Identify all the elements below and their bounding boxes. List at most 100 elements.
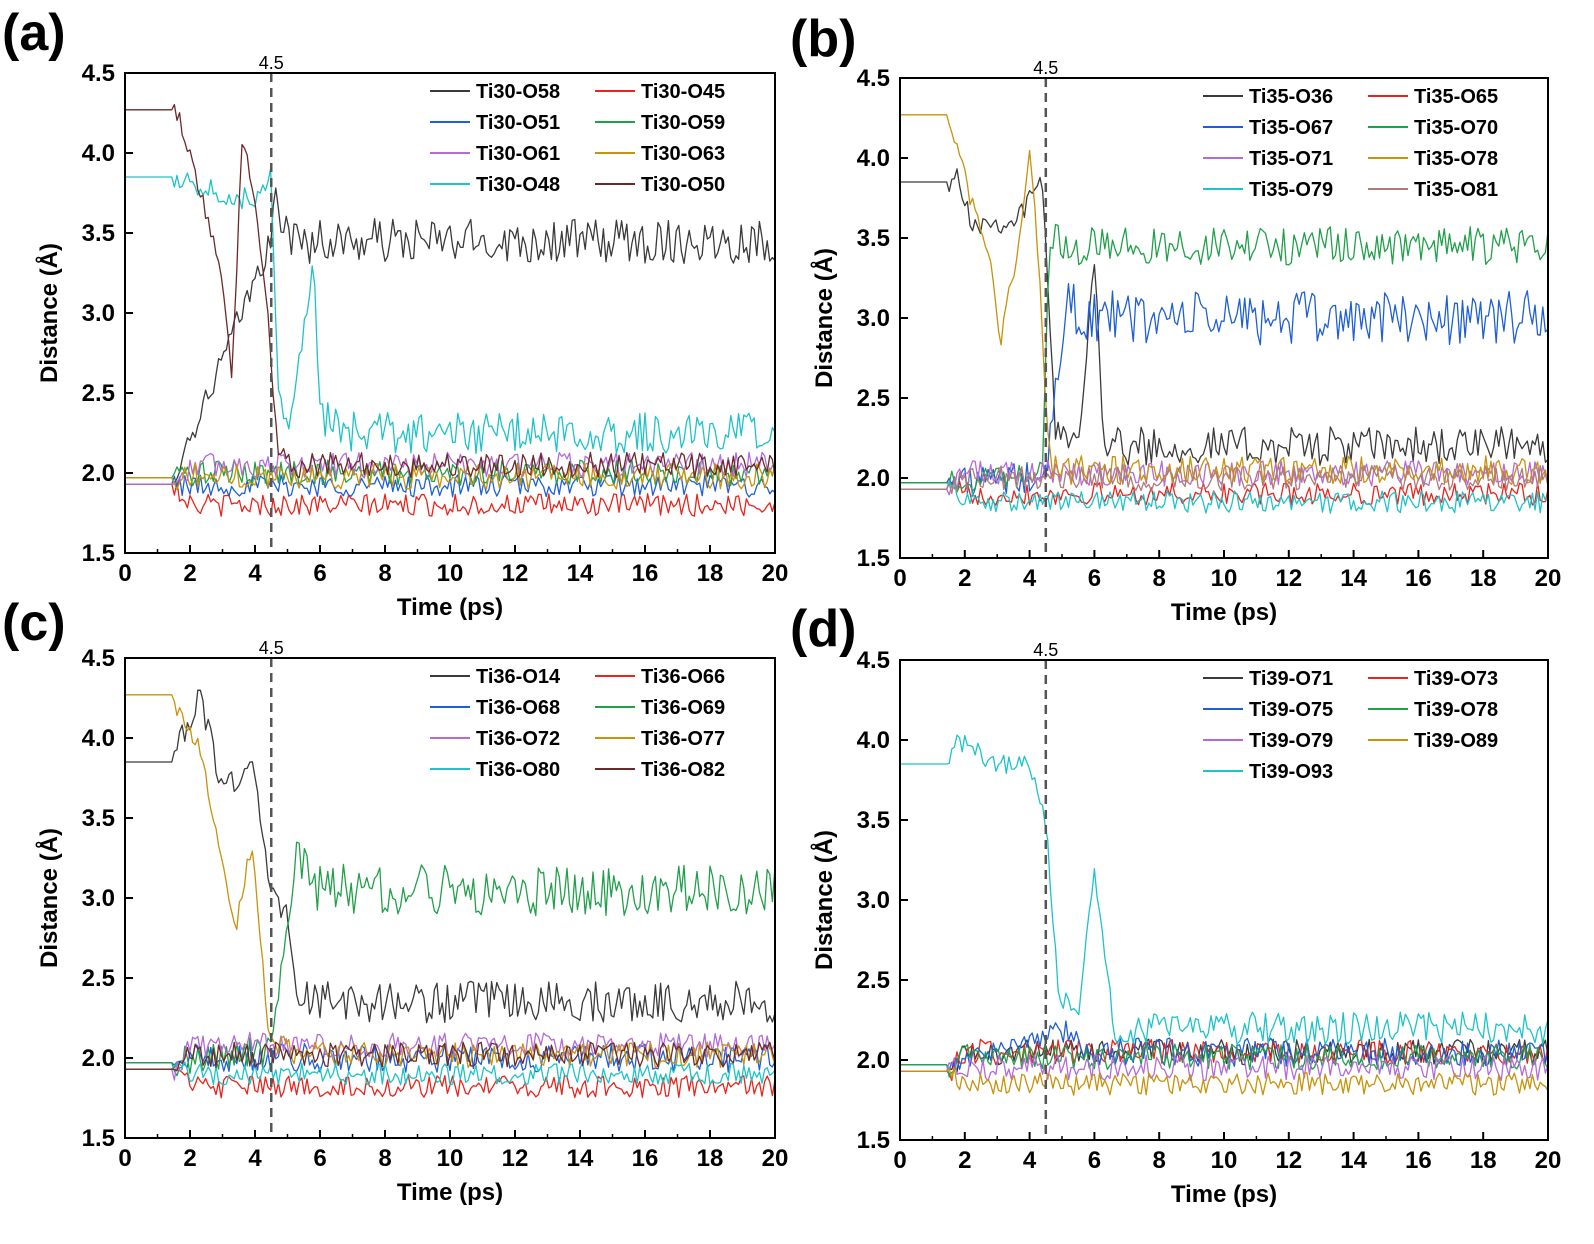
series-line-Ti30-O50 (125, 103, 775, 479)
series-line-Ti35-O81 (900, 464, 1548, 495)
series-line-Ti30-O63 (125, 462, 775, 491)
legend-entry: Ti30-O51 (476, 112, 560, 134)
series-group (125, 689, 775, 1099)
legend-entry: Ti36-O80 (476, 759, 560, 781)
x-tick-label: 14 (567, 1145, 594, 1172)
legend-entry: Ti35-O70 (1414, 117, 1498, 139)
y-axis-title: Distance (Å) (810, 830, 838, 970)
x-tick-label: 12 (1275, 1147, 1302, 1174)
x-tick-label: 18 (697, 560, 724, 587)
series-line-Ti35-O65 (900, 480, 1548, 506)
y-tick-label: 4.5 (857, 65, 890, 92)
series-group (900, 734, 1548, 1096)
series-group (900, 114, 1548, 514)
y-tick-label: 4.0 (857, 727, 890, 754)
y-tick-label: 2.0 (82, 460, 115, 487)
legend-entry: Ti36-O82 (641, 759, 725, 781)
x-tick-label: 16 (1405, 1147, 1432, 1174)
x-tick-label: 12 (1275, 565, 1302, 592)
x-tick-label: 20 (1535, 1147, 1562, 1174)
y-tick-label: 3.5 (82, 220, 115, 247)
x-tick-label: 6 (313, 560, 326, 587)
legend-entry: Ti39-O78 (1414, 699, 1498, 721)
y-tick-label: 4.0 (82, 140, 115, 167)
series-line-Ti36-O80 (125, 1061, 775, 1086)
legend-entry: Ti39-O73 (1414, 668, 1498, 690)
x-axis-title: Time (ps) (1171, 599, 1277, 626)
y-tick-label: 2.5 (857, 385, 890, 412)
legend-entry: Ti35-O65 (1414, 86, 1498, 108)
series-line-Ti30-O51 (125, 474, 775, 498)
x-tick-label: 2 (183, 560, 196, 587)
panel-label: (b) (790, 10, 856, 68)
legend-entry: Ti30-O59 (641, 112, 725, 134)
x-tick-label: 2 (958, 565, 971, 592)
y-tick-label: 4.5 (82, 645, 115, 672)
x-tick-label: 8 (378, 1145, 391, 1172)
y-tick-label: 2.0 (82, 1045, 115, 1072)
legend-entry: Ti35-O78 (1414, 148, 1498, 170)
marker-label: 4.5 (259, 638, 284, 658)
legend-entry: Ti30-O61 (476, 143, 560, 165)
y-tick-label: 3.5 (857, 807, 890, 834)
y-tick-label: 2.0 (857, 465, 890, 492)
chart-panel-4: (d) 4.50 2 4 6 8 10 12 14 16 18 201.52.02.53.03.54.… (790, 600, 1561, 1208)
series-line-Ti35-O79 (900, 480, 1548, 514)
legend-entry: Ti36-O68 (476, 697, 560, 719)
legend: Ti30-O58 Ti30-O45 Ti30-O51 Ti30-O59 Ti30-O61… (430, 81, 725, 196)
x-tick-label: 8 (378, 560, 391, 587)
legend-entry: Ti30-O63 (641, 143, 725, 165)
x-axis-title: Time (ps) (1171, 1181, 1277, 1208)
x-tick-label: 4 (248, 1145, 262, 1172)
x-tick-label: 18 (1470, 1147, 1497, 1174)
y-tick-label: 2.5 (82, 965, 115, 992)
y-tick-label: 3.0 (82, 885, 115, 912)
marker-label: 4.5 (1033, 58, 1058, 78)
x-tick-label: 6 (1088, 565, 1101, 592)
legend-entry: Ti36-O72 (476, 728, 560, 750)
legend-entry: Ti30-O45 (641, 81, 725, 103)
x-tick-label: 16 (632, 1145, 659, 1172)
series-line-Ti30-O61 (125, 451, 775, 485)
chart-panel-3: (c) 4.5 0 2 4 6 8 10 12 14 16 18 20 1.5 2.0 2.5 3.0 3.5 4.… (2, 594, 788, 1206)
marker-label: 4.5 (259, 53, 284, 73)
legend: Ti36-O14 Ti36-O66 Ti36-O68 Ti36-O69 Ti36-O72… (430, 666, 725, 781)
legend-entry: Ti36-O66 (641, 666, 725, 688)
y-tick-label: 3.5 (82, 805, 115, 832)
panel-label: (c) (2, 594, 66, 652)
series-line-Ti35-O36 (900, 168, 1548, 466)
y-tick-label: 1.5 (82, 540, 115, 567)
x-tick-label: 2 (183, 1145, 196, 1172)
x-tick-label: 16 (632, 560, 659, 587)
series-line-Ti30-O45 (125, 481, 775, 517)
legend-entry: Ti39-O75 (1249, 699, 1333, 721)
chart-panel-1: (a) 4.5 0 2 4 6 8 10 12 14 16 18 20 1.5 2.0 2.5 3.0 3.5 4.… (2, 4, 788, 621)
x-tick-label: 14 (1340, 565, 1367, 592)
legend-entry: Ti39-O79 (1249, 730, 1333, 752)
legend-entry: Ti35-O79 (1249, 179, 1333, 201)
y-tick-label: 3.0 (857, 305, 890, 332)
series-line-Ti39-O79 (900, 1054, 1548, 1082)
x-tick-label: 12 (502, 1145, 529, 1172)
legend-entry: Ti35-O36 (1249, 86, 1333, 108)
legend-entry: Ti39-O71 (1249, 668, 1333, 690)
series-line-Ti35-O70 (900, 223, 1548, 493)
x-tick-label: 14 (567, 560, 594, 587)
y-tick-label: 4.5 (857, 647, 890, 674)
series-group (125, 103, 775, 517)
y-axis-title: Distance (Å) (35, 828, 63, 968)
x-tick-label: 12 (502, 560, 529, 587)
legend-entry: Ti35-O67 (1249, 117, 1333, 139)
y-tick-label: 4.0 (857, 145, 890, 172)
series-line-Ti36-O68 (125, 1043, 775, 1073)
legend-entry: Ti35-O81 (1414, 179, 1498, 201)
legend: Ti39-O71 Ti39-O73 Ti39-O75 Ti39-O78 Ti39-O79… (1203, 668, 1498, 783)
y-tick-label: 2.5 (82, 380, 115, 407)
x-tick-label: 14 (1340, 1147, 1367, 1174)
series-line-Ti36-O82 (125, 1041, 775, 1072)
x-tick-label: 10 (437, 1145, 464, 1172)
series-line-Ti39-O93 (900, 734, 1548, 1045)
legend-entry: Ti36-O14 (476, 666, 561, 688)
legend-entry: Ti30-O50 (641, 174, 725, 196)
